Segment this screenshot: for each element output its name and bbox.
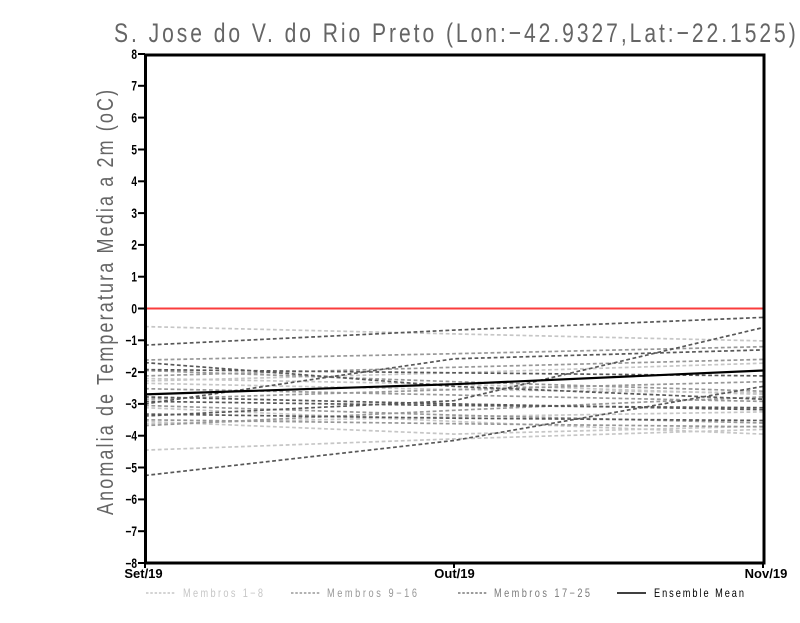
svg-text:1: 1 (131, 269, 137, 285)
svg-text:Set/19: Set/19 (124, 566, 162, 581)
svg-text:Membros 9−16: Membros 9−16 (327, 588, 417, 600)
svg-text:−1: −1 (125, 333, 137, 349)
svg-text:Membros 17−25: Membros 17−25 (494, 588, 590, 600)
svg-text:−5: −5 (125, 460, 137, 476)
svg-text:4: 4 (131, 174, 137, 190)
svg-text:2: 2 (131, 237, 137, 253)
svg-text:Anomalia de Temperatura Media: Anomalia de Temperatura Media a 2m (oC) (93, 90, 119, 515)
svg-text:−2: −2 (125, 364, 137, 380)
svg-text:−3: −3 (125, 396, 137, 412)
svg-text:Ensemble Mean: Ensemble Mean (654, 588, 744, 600)
svg-text:3: 3 (131, 205, 137, 221)
svg-text:−6: −6 (125, 492, 137, 508)
svg-text:Membros 1−8: Membros 1−8 (183, 588, 263, 600)
svg-text:−8: −8 (125, 555, 137, 571)
svg-text:8: 8 (131, 46, 137, 62)
svg-text:6: 6 (131, 110, 137, 126)
svg-text:Out/19: Out/19 (434, 566, 474, 581)
svg-text:Nov/19: Nov/19 (745, 566, 788, 581)
svg-text:−7: −7 (125, 524, 137, 540)
svg-text:7: 7 (131, 78, 137, 94)
svg-text:−4: −4 (125, 428, 137, 444)
svg-text:5: 5 (131, 142, 137, 158)
svg-text:0: 0 (131, 301, 137, 317)
